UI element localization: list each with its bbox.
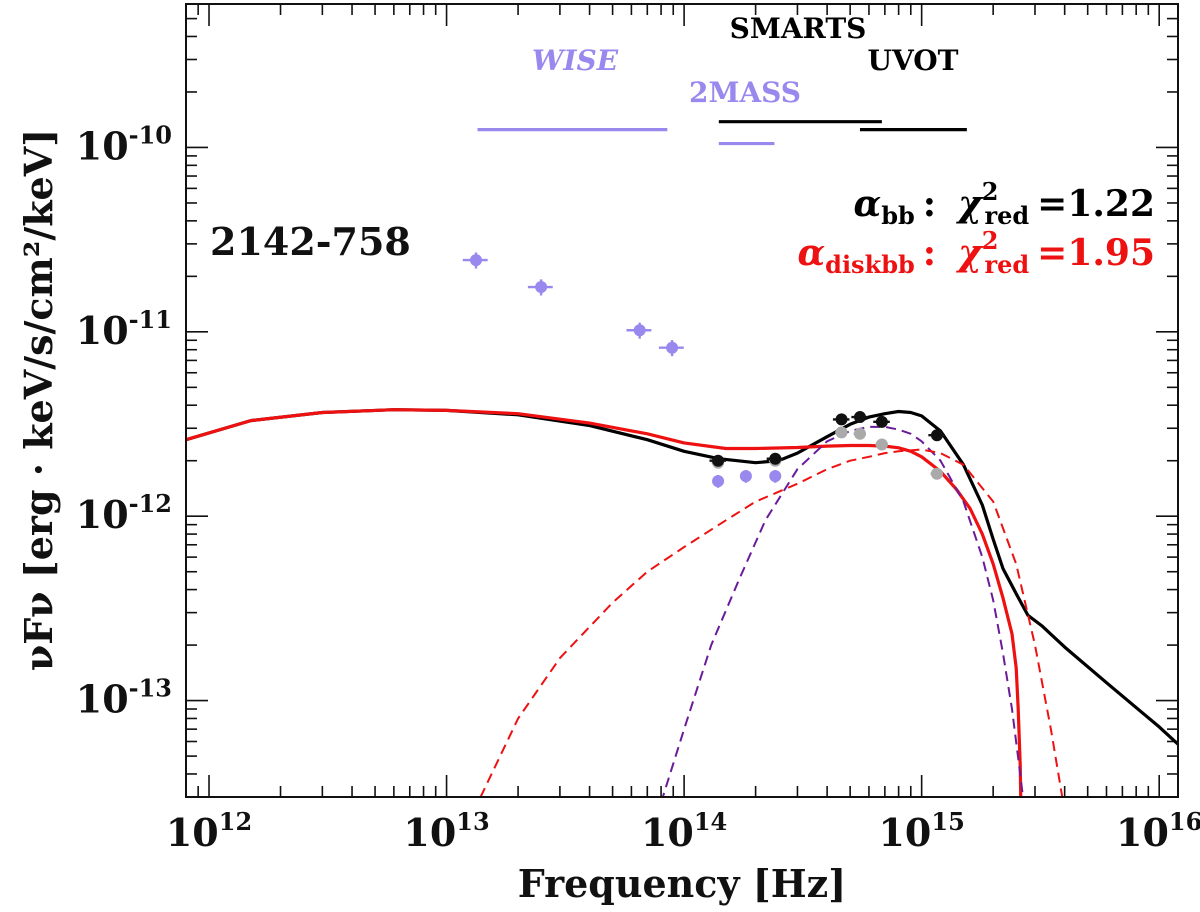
data-point	[769, 452, 782, 465]
y-tick-base: 10	[76, 123, 129, 168]
point-group-1	[712, 469, 782, 488]
x-tick-exponent: 12	[219, 807, 252, 836]
data-point	[769, 470, 782, 483]
source-name-label: 2142-758	[210, 219, 411, 264]
x-tick-exponent: 15	[931, 807, 964, 836]
data-point	[875, 415, 888, 428]
fit-chi-sup: 2	[982, 226, 999, 255]
fit-label-0: αbb: χ2 red =1.22	[854, 177, 1156, 230]
fit-model-subscript: diskbb	[825, 250, 915, 279]
series-line-1	[187, 408, 1023, 796]
x-tick-exponent: 14	[694, 807, 727, 836]
y-tick-base: 10	[76, 308, 129, 353]
fit-separator: :	[923, 183, 936, 225]
data-point	[712, 475, 725, 488]
band-label-3: UVOT	[868, 44, 959, 77]
fit-model-subscript: bb	[881, 201, 915, 230]
fit-alpha: α	[797, 232, 825, 274]
x-tick-exponent: 16	[1169, 807, 1200, 836]
y-tick-exponent: -13	[129, 674, 172, 703]
y-tick-label: 10-13	[76, 674, 172, 722]
x-tick-label: 1013	[403, 807, 489, 855]
data-point	[739, 470, 752, 483]
fit-chi-sub: red	[984, 201, 1029, 230]
data-point	[469, 254, 482, 267]
y-tick-label: 10-11	[76, 305, 172, 353]
x-tick-base: 10	[878, 810, 931, 855]
point-group-0	[462, 252, 684, 357]
y-tick-base: 10	[76, 492, 129, 537]
y-tick-label: 10-10	[76, 120, 172, 168]
fit-alpha: α	[854, 183, 882, 225]
data-point	[835, 413, 848, 426]
series-line-0	[187, 408, 1177, 746]
x-tick-base: 10	[166, 810, 219, 855]
x-tick-label: 1012	[166, 807, 252, 855]
data-point	[930, 467, 943, 480]
x-tick-label: 1014	[641, 807, 727, 855]
x-tick-label: 1016	[1116, 807, 1200, 855]
y-tick-exponent: -10	[129, 120, 172, 149]
x-tick-base: 10	[1116, 810, 1169, 855]
data-point	[633, 324, 646, 337]
data-point	[666, 341, 679, 354]
band-label-0: WISE	[532, 44, 619, 77]
data-points	[462, 252, 945, 488]
data-point	[712, 454, 725, 467]
band-label-1: 2MASS	[689, 76, 801, 109]
fit-chi-sub: red	[984, 250, 1029, 279]
x-tick-base: 10	[641, 810, 694, 855]
fit-chi: χ	[955, 232, 984, 274]
y-axis-label: νFν [erg · keV/s/cm²/keV]	[16, 129, 61, 671]
plot-frame	[185, 3, 1179, 798]
data-point	[535, 281, 548, 294]
x-axis-label: Frequency [Hz]	[518, 861, 846, 906]
minor-ticks	[185, 3, 1178, 798]
data-point	[835, 426, 848, 439]
series-line-2	[662, 425, 1024, 796]
y-tick-exponent: -12	[129, 489, 172, 518]
fit-value: =1.95	[1037, 232, 1155, 274]
band-label-2: SMARTS	[730, 12, 867, 45]
y-tick-base: 10	[76, 677, 129, 722]
fit-chi: χ	[955, 183, 984, 225]
x-tick-label: 1015	[878, 807, 964, 855]
fit-chi-sup: 2	[982, 177, 999, 206]
fit-label-1: αdiskbb: χ2 red =1.95	[797, 226, 1155, 279]
fit-separator: :	[923, 232, 936, 274]
model-curves	[187, 408, 1177, 796]
x-tick-exponent: 13	[456, 807, 489, 836]
y-tick-exponent: -11	[129, 305, 172, 334]
data-point	[853, 427, 866, 440]
y-tick-label: 10-12	[76, 489, 172, 537]
point-group-3	[709, 411, 945, 467]
x-tick-base: 10	[403, 810, 456, 855]
x-tick-labels: 1012 1013 1014 1015 1016	[166, 807, 1200, 855]
data-point	[875, 438, 888, 451]
series-line-3	[479, 448, 1064, 796]
fit-value: =1.22	[1037, 183, 1155, 225]
data-point	[930, 429, 943, 442]
data-point	[853, 411, 866, 424]
major-ticks	[186, 4, 1178, 797]
